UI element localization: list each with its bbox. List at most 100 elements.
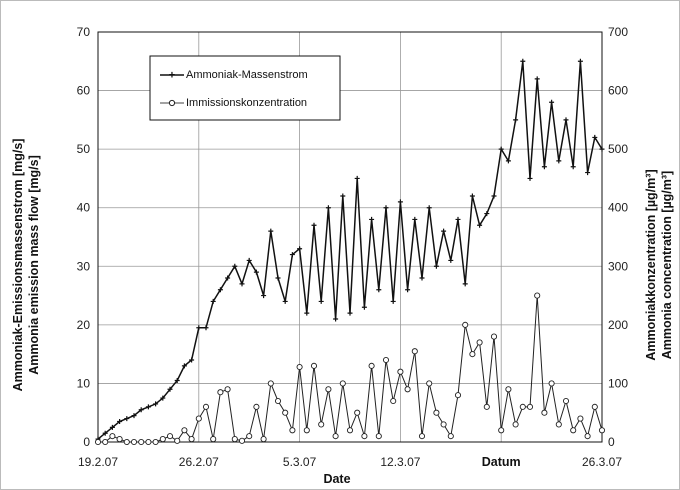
y-tick-left-label: 60 (77, 84, 91, 98)
data-point-plus (282, 298, 288, 304)
data-point-plus (477, 222, 483, 228)
data-point-plus (311, 222, 317, 228)
data-point-circle (253, 403, 260, 410)
legend-marker-circle (168, 99, 176, 107)
data-point-plus (189, 357, 195, 363)
data-point-plus (491, 193, 497, 199)
x-tick-label: 5.3.07 (283, 455, 317, 469)
data-point-circle (152, 438, 159, 446)
right-axis-ticks: 0 100 200 300 400 500 600 700 (608, 25, 628, 449)
data-point-plus (304, 310, 310, 316)
data-point-plus (426, 205, 432, 211)
data-point-plus (325, 205, 331, 211)
data-point-plus (441, 228, 447, 234)
data-point-circle (332, 433, 339, 440)
data-point-plus (570, 164, 576, 170)
data-point-plus (181, 363, 187, 369)
data-point-circle (109, 433, 116, 440)
data-point-plus (527, 175, 533, 181)
data-point-circle (505, 386, 512, 393)
data-point-plus (297, 246, 303, 252)
series-massenstrom (95, 58, 605, 442)
data-point-circle (274, 397, 282, 405)
y-axis-left-label-line1: Ammoniak-Emissionsmassenstrom [mg/s] (11, 139, 25, 392)
y-tick-left-label: 70 (77, 25, 91, 39)
data-point-plus (361, 304, 367, 310)
data-point-plus (145, 404, 151, 410)
data-point-plus (131, 413, 137, 419)
data-point-plus (289, 252, 295, 258)
data-point-plus (369, 216, 375, 222)
data-point-circle (224, 386, 231, 393)
data-point-plus (433, 263, 439, 269)
data-point-plus (419, 275, 425, 281)
x-tick-label: 26.2.07 (179, 455, 219, 469)
data-point-plus (174, 378, 180, 383)
data-point-plus (196, 325, 202, 331)
data-point-circle (368, 362, 375, 369)
data-point-plus (599, 146, 605, 152)
y-tick-right-label: 500 (608, 142, 628, 156)
plot-frame (97, 31, 603, 443)
data-point-plus (124, 416, 130, 422)
y-tick-right-label: 600 (608, 84, 628, 98)
data-point-circle (361, 433, 368, 440)
left-axis-ticks: 0 10 20 30 40 50 60 70 (77, 25, 91, 449)
data-point-circle (282, 409, 289, 416)
y-axis-right-label-line1: Ammoniakkonzentration [µg/m³] (644, 169, 658, 360)
data-point-plus (347, 310, 353, 316)
data-point-plus (577, 58, 583, 64)
data-point-circle (188, 436, 195, 443)
data-point-circle (217, 389, 224, 396)
data-point-circle (577, 415, 584, 422)
data-point-circle (426, 380, 433, 387)
data-point-plus (448, 257, 454, 263)
data-point-circle (296, 363, 303, 371)
data-point-plus (333, 316, 339, 322)
data-point-circle (541, 409, 548, 416)
y-tick-left-label: 50 (77, 142, 91, 156)
data-point-circle (303, 427, 310, 434)
data-point-plus (102, 430, 108, 436)
y-tick-right-label: 400 (608, 201, 628, 215)
x-tick-label: 19.2.07 (78, 455, 118, 469)
data-point-plus (534, 76, 540, 82)
data-point-circle (584, 433, 591, 440)
y-tick-left-label: 20 (77, 318, 91, 332)
y-tick-right-label: 0 (608, 435, 615, 449)
data-point-plus (556, 158, 562, 164)
data-point-circle (490, 333, 498, 340)
data-point-circle (130, 438, 138, 446)
data-point-circle (375, 433, 382, 440)
data-point-circle (476, 339, 483, 346)
data-point-circle (202, 403, 210, 410)
data-point-circle (145, 438, 152, 446)
data-point-circle (325, 386, 332, 393)
data-point-plus (268, 228, 274, 234)
data-point-plus (376, 287, 382, 293)
data-point-plus (585, 170, 591, 176)
data-point-plus (541, 164, 547, 170)
data-point-circle (310, 362, 318, 369)
data-point-circle (181, 427, 188, 434)
data-point-circle (210, 436, 217, 443)
y-axis-left-label-line2: Ammonia emission mass flow [mg/s] (27, 155, 41, 375)
data-point-circle (548, 380, 555, 387)
data-point-plus (239, 281, 245, 287)
x-axis-ticks: 19.2.07 26.2.07 5.3.07 12.3.07 Datum 26.3.07 (78, 455, 622, 469)
data-point-plus (513, 117, 519, 123)
data-point-plus (397, 199, 403, 205)
data-point-circle (562, 397, 570, 405)
y-tick-left-label: 40 (77, 201, 91, 215)
data-point-plus (405, 287, 411, 293)
data-point-circle (289, 427, 296, 434)
data-point-plus (225, 275, 231, 281)
data-point-circle (260, 436, 267, 443)
data-point-plus (469, 193, 475, 199)
data-point-plus (520, 58, 526, 64)
data-point-circle (404, 386, 411, 393)
data-point-plus (261, 293, 267, 299)
data-point-circle (354, 409, 361, 416)
data-point-circle (382, 356, 390, 364)
